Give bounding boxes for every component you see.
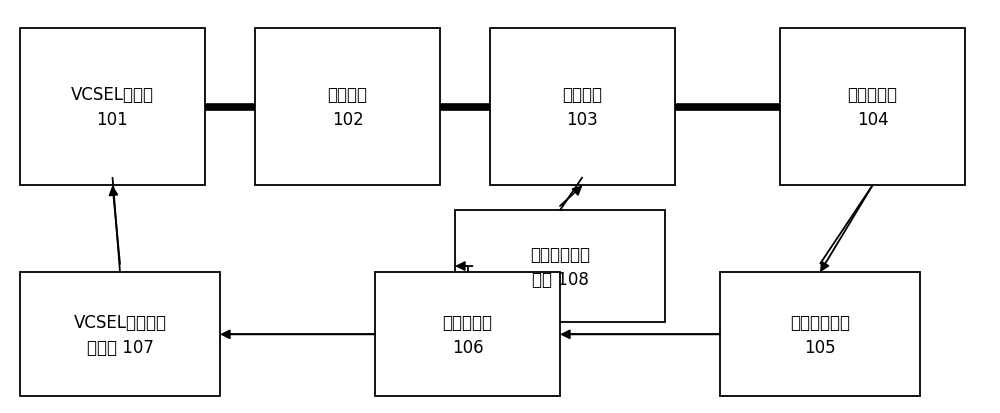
FancyBboxPatch shape: [375, 273, 560, 396]
Text: 原子气室
103: 原子气室 103: [562, 86, 602, 129]
Text: 原子气室温控
电路 108: 原子气室温控 电路 108: [530, 245, 590, 288]
Text: 光电探测器
104: 光电探测器 104: [848, 86, 898, 129]
FancyBboxPatch shape: [20, 273, 220, 396]
FancyBboxPatch shape: [455, 211, 665, 322]
Text: 信号采集电路
105: 信号采集电路 105: [790, 313, 850, 356]
FancyBboxPatch shape: [780, 29, 965, 186]
Text: VCSEL激光管
101: VCSEL激光管 101: [71, 86, 154, 129]
Text: 核心处理器
106: 核心处理器 106: [442, 313, 492, 356]
FancyBboxPatch shape: [20, 29, 205, 186]
Text: VCSEL激光管驱
动电路 107: VCSEL激光管驱 动电路 107: [74, 313, 166, 356]
FancyBboxPatch shape: [490, 29, 675, 186]
FancyBboxPatch shape: [720, 273, 920, 396]
FancyBboxPatch shape: [255, 29, 440, 186]
Text: 光学镜片
102: 光学镜片 102: [328, 86, 368, 129]
